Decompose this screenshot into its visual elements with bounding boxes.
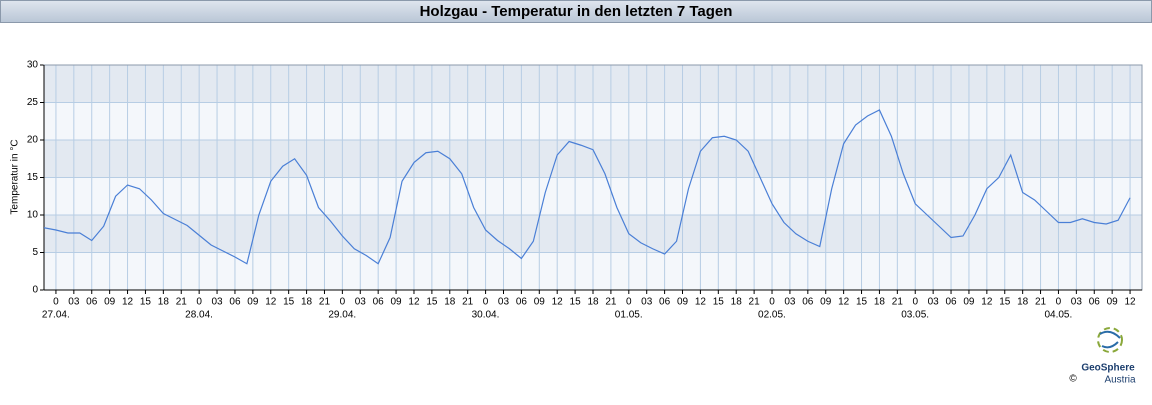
x-tick-label: 12 <box>552 297 564 308</box>
x-tick-label: 0 <box>912 297 918 308</box>
temperature-line <box>43 109 1131 265</box>
x-tick-label: 18 <box>301 297 313 308</box>
x-tick-label: 03 <box>355 297 367 308</box>
x-tick-label: 18 <box>587 297 599 308</box>
date-label: 04.05. <box>1044 310 1072 321</box>
x-tick-label: 18 <box>158 297 170 308</box>
date-label: 27.04. <box>42 310 70 321</box>
y-tick-label: 30 <box>27 60 39 71</box>
x-tick-label: 15 <box>140 297 152 308</box>
y-tick-label: 0 <box>32 285 38 296</box>
logo-name: GeoSphere <box>1081 363 1135 374</box>
x-tick-label: 06 <box>373 297 385 308</box>
date-label: 01.05. <box>615 310 643 321</box>
x-tick-label: 18 <box>1017 297 1029 308</box>
x-tick-label: 15 <box>426 297 438 308</box>
x-tick-label: 15 <box>570 297 582 308</box>
date-label: 29.04. <box>328 310 356 321</box>
x-tick-label: 21 <box>319 297 331 308</box>
x-tick-label: 0 <box>53 297 59 308</box>
x-tick-label: 21 <box>176 297 188 308</box>
y-tick-label: 20 <box>27 135 39 146</box>
x-tick-label: 0 <box>1056 297 1062 308</box>
x-tick-label: 12 <box>695 297 707 308</box>
logo-icon <box>1097 327 1123 353</box>
y-tick-label: 5 <box>32 247 38 258</box>
x-tick-label: 03 <box>498 297 510 308</box>
date-label: 30.04. <box>472 310 500 321</box>
x-tick-label: 06 <box>802 297 814 308</box>
x-tick-label: 15 <box>999 297 1011 308</box>
x-tick-label: 09 <box>247 297 259 308</box>
x-tick-label: 15 <box>283 297 295 308</box>
date-label: 28.04. <box>185 310 213 321</box>
x-tick-label: 0 <box>626 297 632 308</box>
x-tick-label: 18 <box>444 297 456 308</box>
x-tick-label: 03 <box>641 297 653 308</box>
date-label: 03.05. <box>901 310 929 321</box>
plot: 0 5 10 15 20 25 30 0 03 06 09 12 15 18 21 0 03 06 09 12 15 18… <box>27 60 1143 321</box>
chart-title: Holzgau - Temperatur in den letzten 7 Ta… <box>420 3 733 20</box>
x-tick-label: 12 <box>981 297 993 308</box>
x-tick-label: 21 <box>605 297 617 308</box>
x-tick-label: 12 <box>838 297 850 308</box>
x-tick-label: 09 <box>104 297 116 308</box>
x-tick-label: 09 <box>391 297 403 308</box>
x-tick-label: 15 <box>713 297 725 308</box>
x-tick-label: 12 <box>408 297 420 308</box>
date-label: 02.05. <box>758 310 786 321</box>
logo-icon <box>1099 330 1121 349</box>
y-tick-label: 10 <box>27 210 39 221</box>
y-tick-label: 25 <box>27 97 39 108</box>
y-tick-label: 15 <box>27 172 39 183</box>
x-tick-label: 03 <box>1071 297 1083 308</box>
x-tick-label: 0 <box>769 297 775 308</box>
x-tick-label: 12 <box>265 297 277 308</box>
x-tick-label: 09 <box>534 297 546 308</box>
x-tick-label: 18 <box>874 297 886 308</box>
x-tick-label: 03 <box>784 297 796 308</box>
x-tick-label: 12 <box>1125 297 1137 308</box>
x-tick-label: 09 <box>963 297 975 308</box>
x-tick-label: 03 <box>211 297 223 308</box>
x-tick-label: 03 <box>928 297 940 308</box>
x-tick-label: 12 <box>122 297 134 308</box>
x-tick-label: 21 <box>749 297 761 308</box>
x-tick-label: 03 <box>68 297 80 308</box>
x-tick-label: 06 <box>516 297 528 308</box>
x-tick-label: 21 <box>462 297 474 308</box>
x-tick-label: 0 <box>196 297 202 308</box>
x-tick-label: 0 <box>340 297 346 308</box>
x-tick-label: 06 <box>945 297 957 308</box>
x-tick-label: 18 <box>731 297 743 308</box>
copyright: © <box>1069 374 1077 385</box>
x-tick-label: 09 <box>820 297 832 308</box>
x-tick-label: 21 <box>892 297 904 308</box>
logo: GeoSphere Austria © <box>1069 327 1136 386</box>
x-tick-label: 06 <box>659 297 671 308</box>
x-tick-label: 06 <box>1089 297 1101 308</box>
x-tick-label: 09 <box>677 297 689 308</box>
logo-sub: Austria <box>1104 375 1136 386</box>
x-tick-label: 06 <box>86 297 98 308</box>
y-axis-label: Temperatur in °C <box>10 139 21 214</box>
x-tick-label: 09 <box>1107 297 1119 308</box>
x-tick-label: 0 <box>483 297 489 308</box>
x-tick-label: 21 <box>1035 297 1047 308</box>
x-tick-label: 15 <box>856 297 868 308</box>
x-tick-label: 06 <box>229 297 241 308</box>
